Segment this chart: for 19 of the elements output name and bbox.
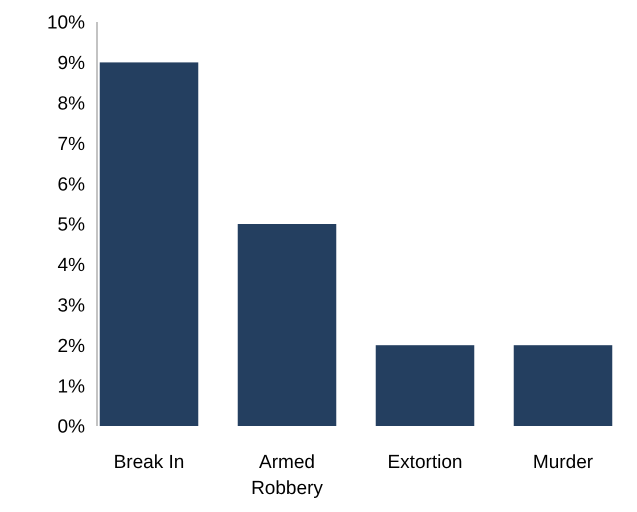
y-tick-label: 4% [58,255,86,276]
y-tick-label: 0% [58,416,86,438]
y-tick-label: 10% [46,12,86,34]
x-tick-label: Armed Robbery [251,452,324,499]
y-tick-label: 9% [58,53,86,74]
x-tick-label: Break In [114,452,184,473]
bar [514,345,612,426]
y-tick-label: 6% [58,174,86,196]
y-tick-label: 7% [58,134,86,155]
bar [376,345,474,426]
y-tick-label: 1% [58,376,86,398]
x-tick-label: Murder [532,452,594,473]
x-tick-label: Extortion [388,452,462,473]
y-tick-label: 5% [58,214,86,236]
bar [238,224,336,426]
y-tick-label: 2% [58,336,86,357]
y-tick-label: 3% [58,295,86,316]
y-tick-label: 8% [58,93,86,114]
bar [100,62,198,426]
